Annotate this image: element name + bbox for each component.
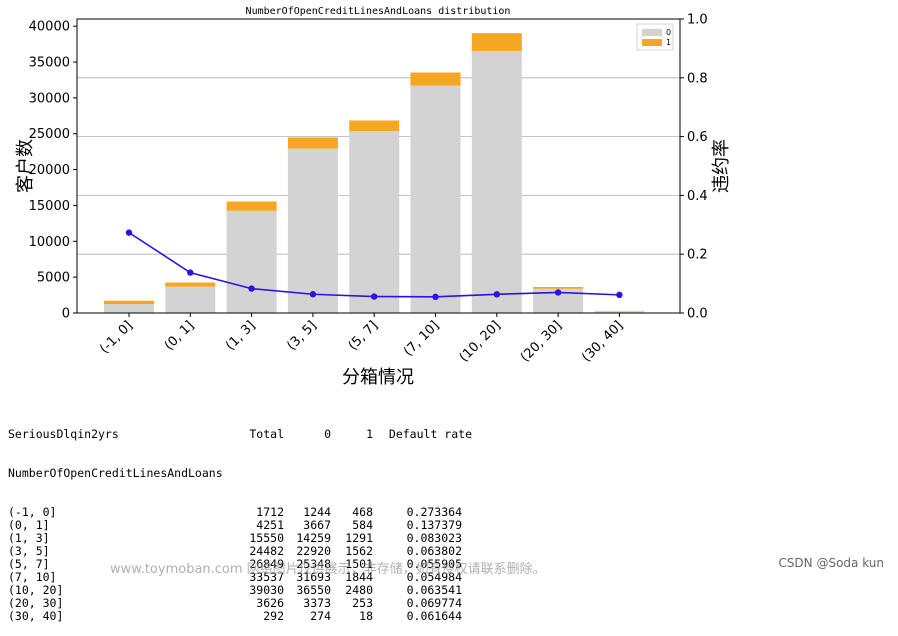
row-total: 292 <box>222 610 284 623</box>
bar-1-7 <box>533 287 583 289</box>
default-rate-point-4 <box>371 293 377 299</box>
x-tick-label: (0, 1] <box>162 318 197 353</box>
y2-tick-label: 0.2 <box>687 248 708 263</box>
summary-table: SeriousDlqin2yrs Total 0 1 Default rate … <box>8 402 472 636</box>
table-index-name: NumberOfOpenCreditLinesAndLoans <box>8 467 223 480</box>
chart-title: NumberOfOpenCreditLinesAndLoans distribu… <box>246 6 511 17</box>
row-count-0: 36550 <box>284 584 331 597</box>
legend-label-1: 1 <box>666 38 671 47</box>
x-tick-label: (20, 30] <box>518 318 565 365</box>
x-tick-label: (-1, 0] <box>97 318 136 357</box>
default-rate-point-5 <box>432 294 438 300</box>
bar-1-2 <box>227 201 277 210</box>
table-columns-name: SeriousDlqin2yrs <box>8 428 222 441</box>
y2-tick-label: 0.4 <box>687 189 708 204</box>
row-default-rate: 0.069774 <box>373 597 462 610</box>
row-label: (30, 40] <box>8 610 222 623</box>
x-axis-ticks: (-1, 0] (0, 1] (1, 3] (3, 5] (5, 7] (7, 10] (1… <box>97 313 626 365</box>
chart: 0500010000150002000025000300003500040000… <box>0 0 898 395</box>
y2-tick-label: 0.6 <box>687 130 708 145</box>
bar-0-0 <box>104 304 154 313</box>
bar-1-3 <box>288 137 338 148</box>
x-tick-label: (1, 3] <box>223 318 258 353</box>
bar-1-0 <box>104 301 154 304</box>
row-default-rate: 0.061644 <box>373 610 462 623</box>
table-header-row: SeriousDlqin2yrs Total 0 1 Default rate <box>8 428 472 441</box>
bar-1-5 <box>411 73 461 86</box>
default-rate-point-3 <box>310 291 316 297</box>
bars <box>104 33 644 313</box>
default-rate-point-2 <box>248 285 254 291</box>
row-total: 39030 <box>222 584 284 597</box>
x-tick-label: (3, 5] <box>284 318 319 353</box>
right-axis-ticks: 0.0 0.2 0.4 0.6 0.8 1.0 <box>680 13 708 322</box>
y-tick-label: 5000 <box>37 271 70 286</box>
bar-0-4 <box>349 131 399 313</box>
x-axis-label: 分箱情况 <box>342 367 414 388</box>
y-tick-label: 10000 <box>29 235 70 250</box>
table-header-1: 1 <box>331 428 373 441</box>
default-rate-point-6 <box>494 291 500 297</box>
bar-0-5 <box>411 86 461 313</box>
row-label: (20, 30] <box>8 597 222 610</box>
bar-0-3 <box>288 149 338 313</box>
y2-tick-label: 0.0 <box>687 307 708 322</box>
y-tick-label: 40000 <box>29 20 70 35</box>
y-tick-label: 30000 <box>29 91 70 106</box>
row-default-rate: 0.063541 <box>373 584 462 597</box>
row-count-0: 274 <box>284 610 331 623</box>
row-total: 3626 <box>222 597 284 610</box>
bar-1-4 <box>349 120 399 131</box>
x-tick-label: (30, 40] <box>579 318 626 365</box>
y-axis-label: 客户数 <box>15 139 36 193</box>
legend-swatch-1 <box>642 39 662 46</box>
table-header-default-rate: Default rate <box>373 428 472 441</box>
table-header-0: 0 <box>284 428 331 441</box>
table-header-total: Total <box>222 428 284 441</box>
bar-0-1 <box>165 287 215 313</box>
bar-1-1 <box>165 283 215 287</box>
row-count-0: 3373 <box>284 597 331 610</box>
y-tick-label: 0 <box>62 307 70 322</box>
legend-swatch-0 <box>642 29 662 36</box>
row-count-1: 2480 <box>331 584 373 597</box>
bar-1-6 <box>472 33 522 51</box>
default-rate-point-7 <box>555 289 561 295</box>
default-rate-point-1 <box>187 269 193 275</box>
legend: 0 1 <box>637 24 673 50</box>
y2-axis-label: 违约率 <box>711 139 732 193</box>
y2-tick-label: 0.8 <box>687 71 708 86</box>
y-tick-label: 35000 <box>29 56 70 71</box>
y-tick-label: 15000 <box>29 199 70 214</box>
x-tick-label: (10, 20] <box>457 318 504 365</box>
bar-0-6 <box>472 51 522 313</box>
credit-text: CSDN @Soda kun <box>778 556 884 570</box>
default-rate-point-8 <box>616 292 622 298</box>
bar-0-2 <box>227 211 277 313</box>
row-label: (10, 20] <box>8 584 222 597</box>
table-index-row: NumberOfOpenCreditLinesAndLoans <box>8 467 472 480</box>
x-tick-label: (7, 10] <box>401 318 442 359</box>
x-tick-label: (5, 7] <box>346 318 381 353</box>
y2-tick-label: 1.0 <box>687 13 708 28</box>
legend-label-0: 0 <box>666 28 671 37</box>
row-count-1: 18 <box>331 610 373 623</box>
default-rate-point-0 <box>126 229 132 235</box>
row-count-1: 253 <box>331 597 373 610</box>
watermark-text: www.toymoban.com 网络图片仅供展示，非存储，如有侵权请联系删除。 <box>110 558 546 577</box>
